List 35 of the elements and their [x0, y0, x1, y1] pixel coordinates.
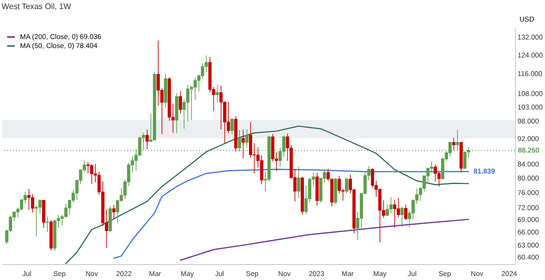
candlestick: [20, 198, 24, 211]
candlestick: [38, 199, 42, 214]
line-series: [113, 168, 470, 259]
candlestick: [378, 188, 382, 243]
candlestick: [216, 84, 219, 103]
candlestick: [164, 73, 168, 108]
candlestick: [90, 164, 94, 184]
candlestick: [248, 122, 252, 158]
candlestick: [178, 90, 182, 114]
candlestick: [404, 204, 408, 220]
candlestick: [297, 166, 300, 198]
chart-title: West Texas Oil, 1W: [2, 2, 72, 11]
candlestick: [370, 168, 374, 188]
candlestick: [400, 206, 404, 228]
line-series: [65, 126, 470, 264]
candlestick: [146, 129, 149, 150]
candlestick: [175, 92, 178, 134]
candlestick: [245, 129, 248, 148]
candlestick: [27, 188, 31, 210]
line-series: [180, 218, 470, 261]
candlestick: [345, 177, 348, 194]
candlestick: [242, 129, 245, 159]
candlestick: [219, 86, 223, 130]
candlestick: [389, 196, 393, 214]
candlestick: [46, 216, 49, 232]
candlestick: [334, 178, 338, 204]
candlestick: [108, 206, 112, 233]
candlestick: [230, 118, 234, 135]
candlestick: [393, 200, 396, 228]
candlestick: [452, 137, 456, 151]
candlestick: [42, 200, 46, 228]
candlestick: [86, 162, 90, 174]
candlestick: [226, 102, 230, 134]
candlestick: [200, 62, 204, 80]
candlestick: [315, 172, 319, 206]
